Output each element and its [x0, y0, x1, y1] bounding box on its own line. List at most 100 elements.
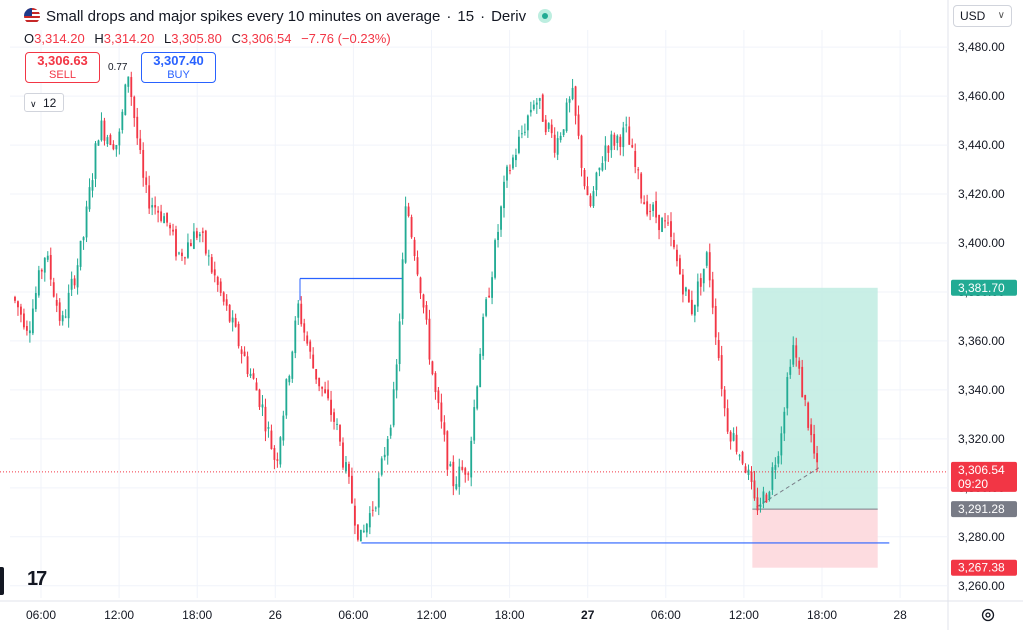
candle	[732, 427, 735, 442]
candle	[55, 293, 58, 313]
candle-body	[801, 366, 804, 398]
sell-button[interactable]: 3,306.63 SELL	[25, 52, 100, 83]
candle-body	[467, 473, 470, 475]
candle-body	[106, 137, 109, 144]
candle	[76, 258, 79, 295]
candle	[509, 164, 511, 175]
candle	[112, 140, 115, 151]
candle-body	[306, 335, 309, 344]
candle-body	[210, 257, 213, 273]
candle-body	[789, 366, 792, 375]
candle-body	[261, 404, 264, 408]
candle-body	[321, 386, 324, 389]
candle	[538, 97, 541, 110]
candle-body	[213, 269, 216, 276]
candle	[497, 224, 499, 248]
candle	[559, 132, 562, 143]
candle	[550, 119, 553, 138]
candle	[461, 460, 464, 471]
candle-body	[598, 167, 601, 171]
candle-body	[711, 279, 714, 308]
candle-body	[333, 412, 335, 422]
candle-body	[234, 317, 237, 327]
gear-icon[interactable]	[980, 607, 996, 623]
title-separator-2: ·	[480, 7, 486, 25]
candle-body	[523, 131, 526, 133]
candle-body	[31, 308, 34, 334]
candle	[619, 134, 622, 156]
candle	[377, 472, 380, 516]
candle	[103, 117, 106, 146]
candle	[181, 248, 183, 262]
candle	[652, 202, 655, 217]
candle	[532, 100, 535, 111]
candle-body	[762, 491, 765, 504]
candle-body	[58, 302, 61, 321]
candle	[187, 233, 189, 259]
candle	[23, 308, 25, 330]
price-badge-bg	[951, 559, 1017, 576]
candle-body	[103, 120, 106, 141]
candle	[503, 175, 505, 218]
candle-body	[726, 408, 729, 432]
candle-body	[628, 126, 631, 145]
candle	[336, 418, 338, 431]
candle-body	[225, 299, 228, 306]
candle	[37, 265, 40, 298]
candle	[276, 452, 279, 468]
loss-zone	[752, 509, 878, 568]
candle	[661, 216, 663, 233]
candle	[792, 336, 795, 368]
candle-body	[512, 157, 514, 169]
candles	[14, 71, 819, 542]
candle	[482, 313, 485, 360]
candle-body	[163, 216, 165, 224]
candle	[345, 455, 347, 474]
candle	[655, 191, 658, 224]
buy-button[interactable]: 3,307.40 BUY	[141, 52, 216, 83]
indicator-toggle[interactable]: ∨ 12	[24, 93, 64, 112]
candle-body	[658, 214, 660, 231]
candle-body	[240, 349, 243, 354]
candle	[738, 453, 741, 461]
candle	[631, 138, 634, 149]
price-badge-target: 3,381.70	[951, 279, 1017, 296]
candle	[571, 78, 574, 101]
candle-body	[246, 356, 249, 375]
candle	[184, 256, 186, 265]
chart-interval[interactable]: 15	[457, 7, 475, 25]
candle-body	[386, 439, 389, 456]
candle-body	[181, 252, 183, 257]
candle	[243, 346, 246, 357]
candle-body	[681, 274, 684, 295]
chevron-down-icon: ∨	[997, 10, 1005, 21]
candle-body	[461, 466, 464, 470]
candle	[285, 378, 288, 419]
candle	[100, 112, 103, 142]
candle	[750, 466, 753, 490]
candle-body	[380, 458, 383, 475]
candle-body	[595, 172, 598, 191]
candle	[213, 261, 216, 283]
candle-body	[756, 497, 759, 511]
currency-selector[interactable]: USD ∨	[953, 5, 1012, 27]
candle-body	[61, 315, 64, 322]
symbol-title[interactable]: Small drops and major spikes every 10 mi…	[46, 7, 441, 25]
candle-body	[556, 138, 559, 155]
candle	[148, 175, 151, 214]
candle-body	[804, 395, 807, 400]
candle	[246, 351, 249, 378]
open-label: O	[24, 31, 35, 46]
tradingview-logo[interactable]: 17	[27, 568, 47, 590]
candle-body	[646, 201, 649, 215]
candle	[288, 374, 291, 386]
candle-body	[783, 411, 786, 434]
candle-body	[359, 529, 362, 542]
candle-body	[464, 468, 467, 475]
candle-body	[270, 430, 273, 450]
candle-body	[732, 433, 735, 441]
sidebar-handle[interactable]	[0, 567, 4, 595]
candle	[562, 129, 565, 138]
candle	[646, 194, 649, 217]
